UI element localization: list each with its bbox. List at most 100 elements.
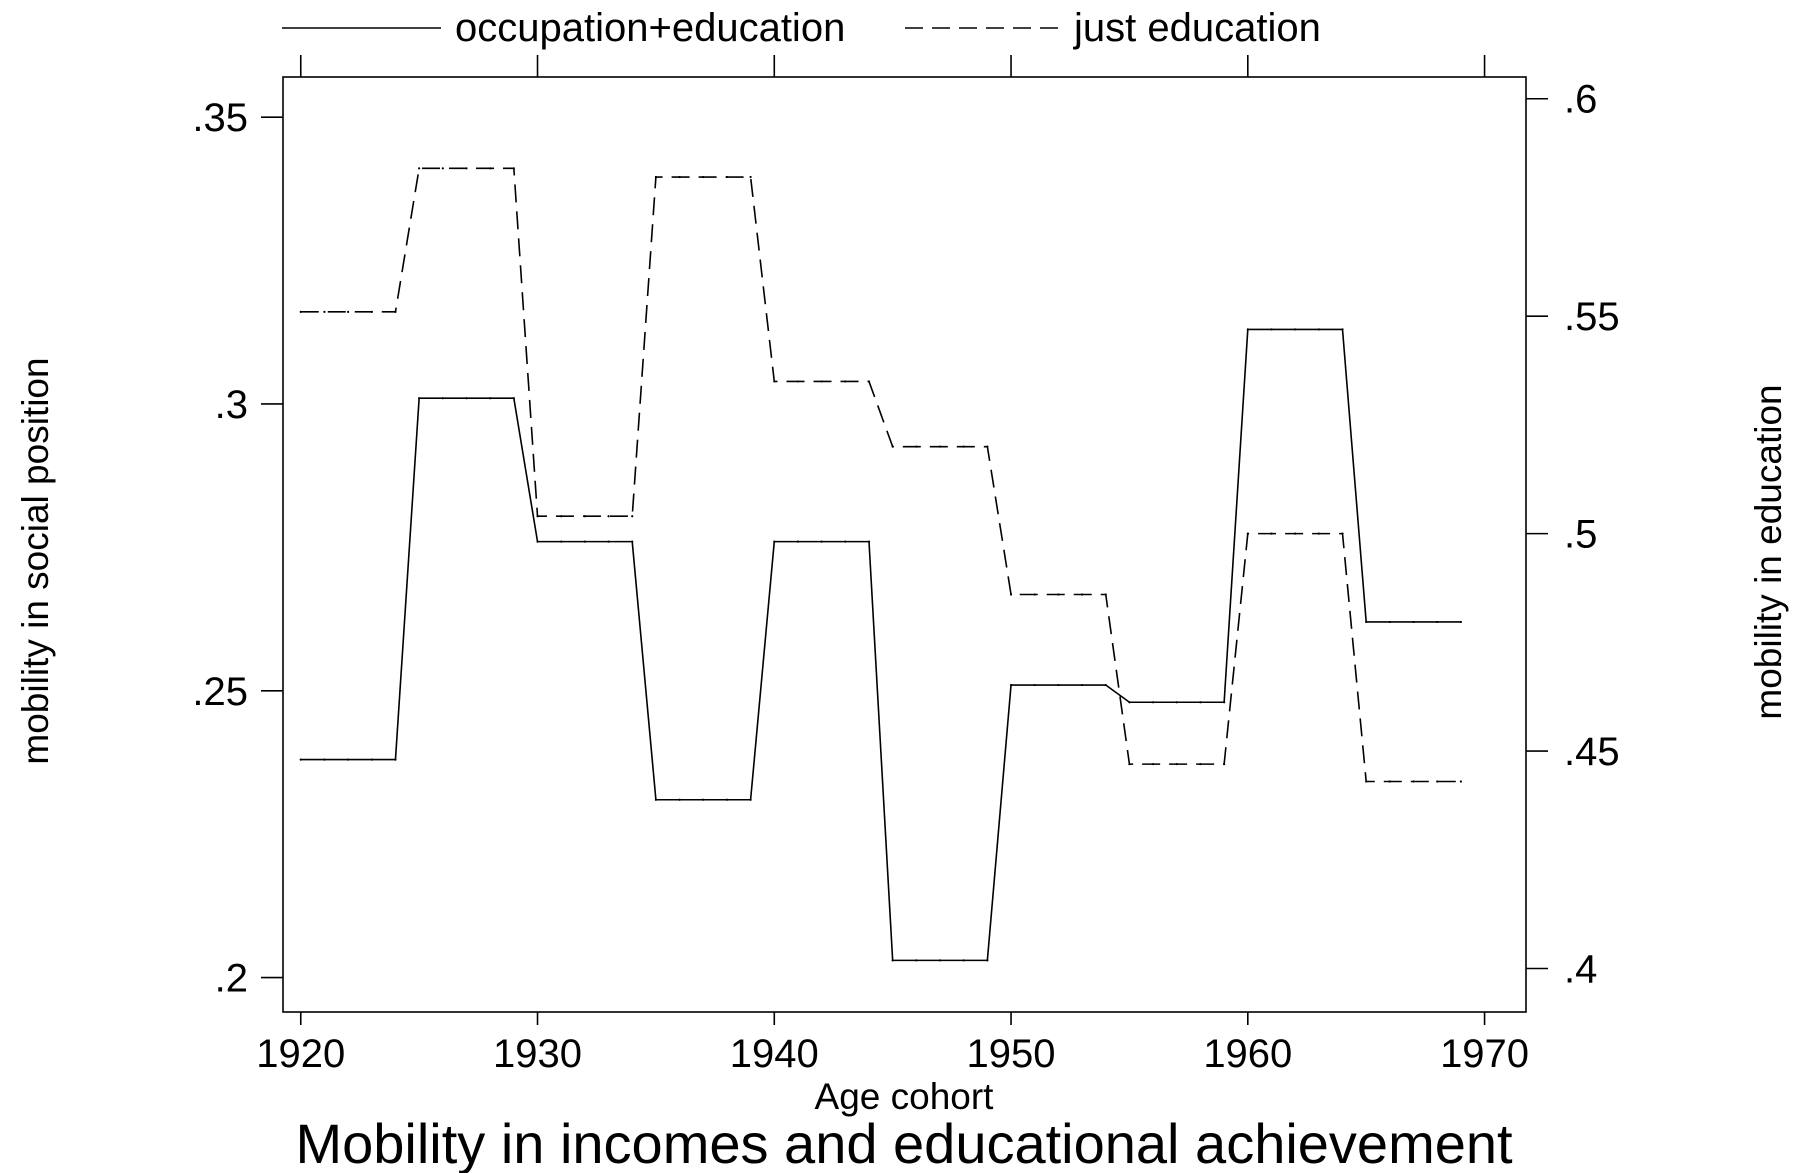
- data-point: [938, 445, 942, 448]
- data-point: [607, 540, 610, 543]
- data-point: [1033, 593, 1036, 596]
- data-point: [820, 380, 823, 383]
- y-right-tick-label: .45: [1564, 730, 1620, 774]
- data-point: [1080, 593, 1084, 596]
- data-point: [1341, 328, 1344, 331]
- data-point: [1009, 683, 1013, 687]
- data-point: [702, 175, 705, 179]
- y-left-tick-label: .3: [215, 383, 248, 427]
- data-point: [749, 798, 752, 801]
- x-axis: 1920 1930 1940 1950 1960 1970: [256, 55, 1529, 1076]
- data-point: [1246, 532, 1249, 535]
- data-point: [1317, 532, 1320, 535]
- data-point: [654, 175, 658, 179]
- x-tick-label: 1920: [256, 1032, 345, 1076]
- data-point: [796, 380, 800, 383]
- data-point: [1104, 683, 1107, 687]
- data-point: [1175, 763, 1178, 766]
- series-line-just-education: [300, 167, 1461, 783]
- data-point: [583, 540, 586, 543]
- series-layer: [299, 167, 1462, 962]
- data-point: [654, 798, 658, 801]
- data-point: [465, 167, 468, 170]
- x-tick-label: 1960: [1203, 1032, 1292, 1076]
- data-point: [631, 515, 634, 518]
- data-point: [773, 380, 776, 383]
- data-point: [347, 310, 350, 313]
- y-axis-left: .2 .25 .3 .35: [192, 96, 283, 1001]
- x-axis-title: Age cohort: [815, 1076, 995, 1117]
- x-tick-label: 1930: [493, 1032, 582, 1076]
- data-point: [560, 540, 563, 543]
- data-point: [1459, 780, 1462, 783]
- data-point: [370, 758, 373, 761]
- data-point: [1317, 328, 1320, 331]
- data-point: [1223, 763, 1226, 766]
- data-point: [867, 540, 871, 543]
- y-axis-left-title: mobility in social position: [15, 357, 56, 764]
- data-point: [1412, 620, 1415, 624]
- data-point: [441, 167, 444, 170]
- data-point: [1412, 780, 1415, 783]
- y-left-tick-label: .35: [192, 96, 248, 140]
- data-point: [1365, 780, 1368, 783]
- data-point: [394, 310, 397, 313]
- data-point: [536, 540, 539, 543]
- data-point: [986, 445, 989, 448]
- data-point: [1152, 763, 1155, 766]
- data-point: [347, 758, 350, 761]
- data-point: [1033, 683, 1036, 687]
- data-point: [1294, 328, 1297, 331]
- data-point: [844, 540, 847, 543]
- data-point: [1270, 532, 1273, 535]
- x-tick-label: 1950: [967, 1032, 1056, 1076]
- data-point: [465, 397, 468, 400]
- data-point: [512, 167, 515, 170]
- data-point: [1057, 593, 1060, 596]
- data-point: [489, 167, 492, 170]
- data-point: [678, 798, 681, 801]
- x-tick-label: 1940: [730, 1032, 819, 1076]
- data-point: [938, 959, 942, 962]
- data-point: [512, 397, 515, 400]
- y-axis-right-title: mobility in education: [1748, 384, 1789, 719]
- data-point: [583, 515, 586, 518]
- y-right-tick-label: .4: [1564, 948, 1597, 992]
- data-point: [1388, 620, 1391, 624]
- data-point: [1175, 701, 1178, 704]
- series-points-just-education: [299, 167, 1462, 783]
- data-point: [1080, 683, 1084, 687]
- data-point: [915, 445, 918, 448]
- data-point: [702, 798, 705, 801]
- data-point: [323, 758, 326, 761]
- data-point: [1199, 763, 1202, 766]
- data-point: [891, 959, 894, 962]
- y-axis-right: .4 .45 .5 .55 .6: [1526, 78, 1620, 992]
- data-point: [1199, 701, 1202, 704]
- data-point: [867, 380, 871, 383]
- data-point: [1365, 620, 1368, 624]
- data-point: [370, 310, 373, 313]
- data-point: [394, 758, 397, 761]
- data-point: [1128, 763, 1131, 766]
- series-line-occupation-education: [300, 328, 1461, 962]
- series-points-occupation-education: [299, 328, 1462, 962]
- data-point: [323, 310, 326, 313]
- legend: occupation+education just education: [282, 6, 1321, 50]
- y-left-tick-label: .2: [215, 957, 248, 1001]
- data-point: [678, 175, 681, 179]
- data-point: [489, 397, 492, 400]
- data-point: [986, 959, 989, 962]
- data-point: [1009, 593, 1013, 596]
- data-point: [962, 959, 965, 962]
- data-point: [560, 515, 563, 518]
- data-point: [1341, 532, 1344, 535]
- legend-label-just-education: just education: [1073, 6, 1321, 50]
- data-point: [1104, 593, 1107, 596]
- chart-title: Mobility in incomes and educational achi…: [295, 1112, 1513, 1173]
- x-tick-label: 1970: [1440, 1032, 1529, 1076]
- data-point: [1459, 620, 1462, 624]
- data-point: [1436, 780, 1439, 783]
- data-point: [299, 758, 302, 761]
